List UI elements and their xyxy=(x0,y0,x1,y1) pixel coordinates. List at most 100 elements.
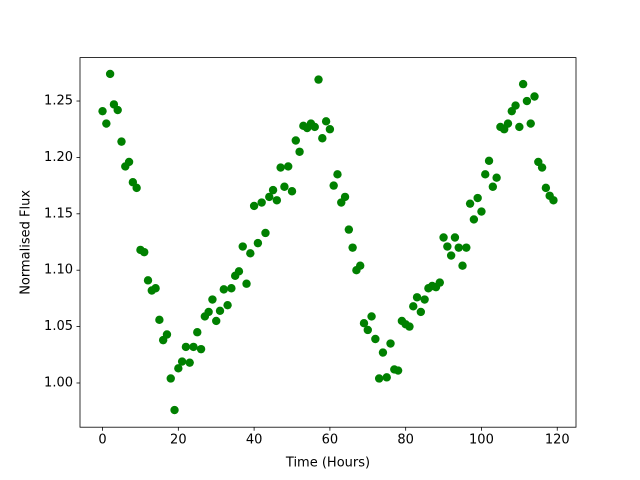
data-point xyxy=(257,198,266,207)
data-point xyxy=(132,183,141,193)
x-tick-label: 80 xyxy=(397,433,414,448)
data-point xyxy=(166,374,175,383)
data-point xyxy=(212,316,221,326)
plot-frame xyxy=(79,57,577,428)
data-point xyxy=(185,358,194,367)
data-point xyxy=(318,134,327,143)
data-point xyxy=(223,300,232,310)
data-point xyxy=(268,185,278,195)
data-point xyxy=(340,192,350,202)
data-point xyxy=(484,156,494,165)
data-point xyxy=(287,187,297,196)
data-point xyxy=(515,122,524,132)
data-point xyxy=(473,193,482,203)
data-point xyxy=(454,243,463,252)
data-point xyxy=(518,79,528,89)
data-point xyxy=(462,243,471,252)
data-point xyxy=(549,196,558,205)
y-tick-label: 1.15 xyxy=(44,206,73,221)
data-point xyxy=(465,199,475,208)
data-point xyxy=(329,181,338,190)
data-point xyxy=(477,207,486,216)
x-tick-label: 0 xyxy=(98,433,106,448)
data-point xyxy=(405,322,414,331)
x-tick-label: 120 xyxy=(545,433,570,448)
data-point xyxy=(253,238,263,248)
data-point xyxy=(416,307,426,317)
data-point xyxy=(537,163,547,172)
data-point xyxy=(488,182,498,191)
data-point xyxy=(446,251,456,260)
data-point xyxy=(356,261,365,270)
data-point xyxy=(382,373,391,382)
x-tick-label: 100 xyxy=(469,433,494,448)
data-point xyxy=(420,295,429,304)
data-point xyxy=(280,182,289,191)
data-point xyxy=(393,366,403,375)
x-tick-label: 60 xyxy=(322,433,339,448)
data-point xyxy=(526,119,535,128)
data-point xyxy=(348,243,357,252)
data-point xyxy=(409,302,418,311)
data-point xyxy=(265,192,274,202)
x-tick-label: 40 xyxy=(246,433,263,448)
data-point xyxy=(511,101,520,110)
data-point xyxy=(503,119,513,128)
x-tick-label: 20 xyxy=(170,433,187,448)
y-tick-label: 1.05 xyxy=(44,319,73,334)
data-point xyxy=(443,242,452,251)
data-point xyxy=(162,330,172,339)
data-point xyxy=(227,284,236,293)
data-point xyxy=(143,276,153,285)
data-point xyxy=(458,261,467,270)
data-point xyxy=(541,183,551,193)
data-point xyxy=(333,170,342,179)
data-point xyxy=(272,196,282,205)
data-point xyxy=(238,242,247,251)
data-point xyxy=(242,279,251,288)
data-point xyxy=(492,173,501,182)
data-point xyxy=(155,315,164,325)
data-point xyxy=(177,357,187,366)
data-point xyxy=(151,284,160,293)
data-point xyxy=(295,147,304,156)
data-point xyxy=(374,374,384,383)
data-point xyxy=(310,122,319,132)
data-point xyxy=(249,201,259,211)
data-point xyxy=(117,137,126,146)
data-point xyxy=(261,228,270,238)
data-point xyxy=(215,306,225,316)
data-point xyxy=(193,328,202,337)
y-tick-label: 1.20 xyxy=(44,150,73,165)
data-point xyxy=(204,307,213,317)
data-point xyxy=(291,136,300,145)
data-point xyxy=(450,233,460,242)
data-point xyxy=(367,312,376,321)
data-point xyxy=(246,249,255,258)
data-point xyxy=(102,119,111,128)
data-point xyxy=(314,75,323,84)
data-point xyxy=(378,348,388,357)
data-point xyxy=(140,247,149,257)
y-tick-label: 1.25 xyxy=(44,94,73,109)
data-point xyxy=(196,344,206,354)
data-point xyxy=(189,342,198,352)
data-point xyxy=(98,106,107,116)
data-point xyxy=(359,319,369,328)
data-point xyxy=(276,163,285,172)
data-point xyxy=(363,325,372,335)
y-tick-label: 1.10 xyxy=(44,263,73,278)
data-point xyxy=(325,125,335,134)
data-point xyxy=(344,225,354,234)
data-point xyxy=(113,105,122,115)
data-point xyxy=(371,334,380,344)
data-point xyxy=(386,339,395,348)
data-point xyxy=(234,267,244,276)
data-point xyxy=(522,96,532,106)
y-axis-label: Normalised Flux xyxy=(19,190,34,295)
data-point xyxy=(181,342,191,352)
y-tick-label: 1.00 xyxy=(44,375,73,390)
data-point xyxy=(124,157,134,167)
